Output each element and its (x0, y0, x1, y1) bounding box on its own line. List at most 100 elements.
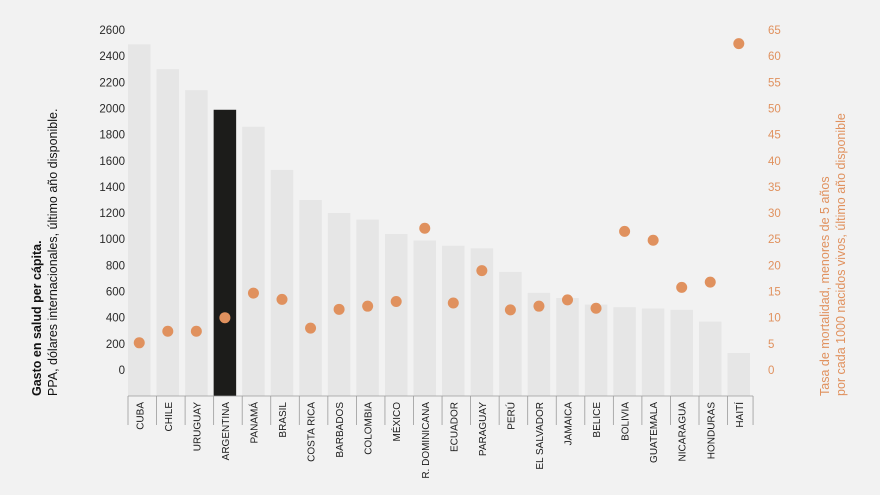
mortality-dot (362, 300, 374, 312)
x-tick-label: NICARAGUA (678, 402, 689, 462)
mortality-dot (162, 325, 174, 337)
right-tick-label: 50 (768, 103, 781, 115)
x-tick-label: GUATEMALA (649, 402, 660, 463)
mortality-dots (133, 38, 745, 349)
left-axis-title: PPA, dólares internacionales, último año… (46, 109, 60, 396)
right-tick-label: 5 (768, 339, 774, 351)
right-tick-label: 25 (768, 234, 781, 246)
right-tick-label: 10 (768, 313, 781, 325)
mortality-dot (619, 225, 631, 237)
bar-brasil (270, 169, 294, 396)
bar-paraguay (470, 248, 494, 396)
right-tick-label: 45 (768, 130, 781, 142)
right-axis-title-line1: Tasa de mortalidad, menores de 5 años (818, 176, 832, 396)
x-tick-label: PERÚ (504, 402, 517, 430)
mortality-dot (476, 265, 488, 277)
right-tick-label: 0 (768, 365, 774, 377)
mortality-dot (247, 287, 259, 299)
left-tick-label: 200 (106, 339, 125, 351)
x-axis: CUBA CHILE URUGUAY ARGENTINA PANAMÁ BRASIL COS… (127, 395, 754, 479)
bar-jamaica (556, 298, 579, 396)
bar-cuba (128, 44, 151, 397)
bar-hait- (727, 353, 751, 396)
mortality-dot (676, 281, 688, 293)
bar-bolivia (613, 307, 636, 396)
mortality-dot (333, 303, 345, 315)
x-tick-label: EL SALVADOR (535, 402, 546, 470)
left-tick-label: 0 (119, 365, 125, 377)
bar-m-xico (384, 234, 408, 396)
mortality-dot (276, 293, 288, 305)
bar-chile (156, 69, 180, 396)
left-tick-label: 2000 (99, 103, 125, 115)
x-tick-label: COLOMBIA (364, 402, 375, 455)
right-axis: 0 5 10 15 20 25 30 35 40 45 50 55 60 65 (768, 25, 781, 377)
left-tick-label: 1800 (99, 130, 125, 142)
right-tick-label: 65 (768, 25, 781, 37)
x-tick-label: R. DOMINICANA (421, 402, 432, 479)
x-tick-label: CHILE (164, 402, 175, 432)
left-tick-label: 1000 (99, 234, 125, 246)
x-tick-label: BARBADOS (335, 402, 346, 458)
right-tick-label: 60 (768, 51, 781, 63)
x-tick-label: PANAMÁ (247, 402, 260, 444)
x-tick-label: PARAGUAY (478, 402, 489, 456)
left-axis: 0 200 400 600 800 1000 1200 1400 1600 1800 2000 220… (99, 25, 125, 377)
mortality-dot (419, 222, 431, 234)
bar-r-dominicana (413, 240, 436, 396)
mortality-dot (562, 294, 573, 306)
bar-argentina (213, 109, 237, 397)
right-axis-title-line2: por cada 1000 nacidos vivos, último año … (834, 113, 848, 396)
x-tick-label: JAMAICA (564, 402, 575, 446)
mortality-dot (390, 295, 402, 307)
bar-ecuador (442, 245, 465, 396)
x-tick-label: BELICE (592, 402, 603, 438)
x-tick-label: ECUADOR (449, 402, 460, 452)
mortality-dot (219, 312, 231, 324)
x-tick-label: BOLIVIA (621, 402, 632, 441)
bar-panam- (242, 126, 265, 397)
left-tick-label: 2600 (99, 25, 125, 37)
mortality-dot (133, 337, 145, 349)
left-tick-label: 1400 (99, 182, 125, 194)
x-tick-label: BRASIL (278, 402, 289, 438)
right-tick-label: 35 (768, 182, 781, 194)
x-tick-label: MÉXICO (390, 402, 403, 442)
left-tick-label: 2400 (99, 51, 125, 63)
x-tick-label: URUGUAY (192, 402, 203, 452)
bar-guatemala (641, 308, 665, 396)
left-tick-label: 600 (106, 287, 125, 299)
x-tick-label: HAITÍ (733, 402, 746, 428)
mortality-dot (447, 297, 459, 309)
x-tick-label: CUBA (135, 402, 146, 430)
right-tick-label: 55 (768, 77, 781, 89)
mortality-dot (190, 325, 202, 337)
left-tick-label: 1600 (99, 156, 125, 168)
left-tick-label: 800 (106, 260, 125, 272)
bars (128, 44, 751, 397)
x-tick-label: HONDURAS (706, 402, 717, 460)
left-axis-title-bold: Gasto en salud per cápita. (30, 240, 44, 396)
mortality-dot (647, 234, 659, 246)
x-tick-label: ARGENTINA (221, 402, 232, 461)
bar-costa-rica (299, 200, 322, 396)
right-tick-label: 15 (768, 287, 781, 299)
bar-el-salvador (527, 292, 551, 396)
bar-belice (584, 304, 608, 396)
left-tick-label: 1200 (99, 208, 125, 220)
right-tick-label: 30 (768, 208, 781, 220)
bar-nicaragua (670, 309, 693, 396)
right-tick-label: 20 (768, 260, 781, 272)
mortality-dot (305, 322, 317, 334)
bar-per- (499, 271, 522, 396)
left-tick-label: 400 (106, 313, 125, 325)
x-tick-label: COSTA RICA (307, 402, 318, 462)
mortality-dot (733, 38, 745, 50)
left-tick-label: 2200 (99, 77, 125, 89)
mortality-dot (533, 300, 545, 312)
mortality-dot (504, 304, 516, 316)
bar-uruguay (185, 90, 208, 397)
mortality-dot (704, 276, 716, 288)
bar-honduras (699, 321, 722, 396)
